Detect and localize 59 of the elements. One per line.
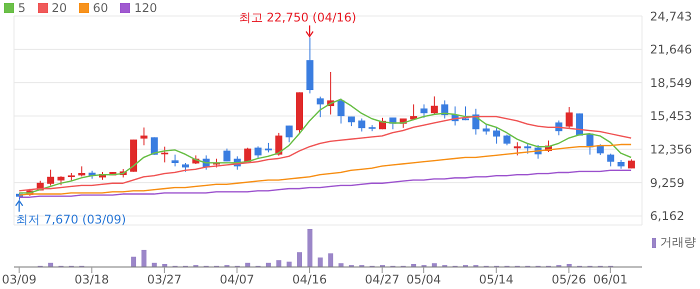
bar (276, 260, 282, 267)
candlestick (482, 124, 490, 136)
candlestick (338, 98, 345, 124)
candlestick (493, 127, 500, 144)
candlestick (524, 143, 532, 154)
x-tick-label: 04/16 (292, 272, 327, 287)
x-tick-label: 04/27 (364, 272, 400, 287)
candlestick (503, 134, 510, 146)
candlestick (607, 153, 614, 167)
y-tick-label: 24,743 (650, 9, 692, 24)
y-tick-label: 12,356 (650, 142, 692, 157)
y-tick-label: 21,646 (650, 42, 692, 57)
y-tick-label: 9,259 (650, 176, 684, 190)
candlestick (286, 125, 293, 143)
bar (131, 256, 136, 267)
candlestick (254, 146, 262, 160)
bar (432, 263, 437, 267)
legend-label: 120 (134, 1, 158, 15)
candlestick (161, 146, 168, 163)
candlestick (316, 96, 324, 118)
annotation: 최고 22,750 (04/16) (238, 10, 356, 24)
bar (318, 258, 323, 267)
bar (328, 253, 334, 267)
candlestick (264, 142, 272, 153)
candlestick (358, 118, 366, 132)
legend-label: 거래량 (660, 234, 696, 251)
candlestick (140, 127, 148, 146)
bar (338, 263, 344, 267)
y-tick-label: 15,453 (650, 109, 692, 124)
x-tick-label: 05/14 (478, 272, 514, 287)
candlestick (348, 116, 355, 127)
candlestick (78, 166, 86, 177)
candlestick (566, 106, 573, 129)
y-tick-label: 6,162 (650, 209, 684, 224)
candlestick (430, 96, 438, 115)
candlestick (628, 158, 635, 169)
legend-label: 60 (92, 1, 108, 15)
candlestick (244, 147, 252, 162)
candlestick (514, 142, 521, 156)
x-tick-label: 05/04 (406, 272, 441, 287)
bar (286, 262, 292, 267)
candlestick (47, 169, 54, 186)
x-tick-label: 03/27 (147, 272, 182, 287)
x-tick-label: 03/18 (74, 272, 110, 287)
bar (141, 250, 146, 267)
candlestick (223, 148, 230, 162)
legend-label: 20 (52, 1, 67, 15)
annotation: 최저 7,670 (03/09) (16, 212, 126, 227)
x-tick-label: 04/07 (220, 272, 254, 287)
y-tick-label: 18,549 (650, 76, 692, 90)
legend-label: 5 (18, 1, 26, 15)
x-tick-label: 06/01 (593, 272, 628, 287)
candlestick (172, 154, 179, 167)
x-tick-label: 05/26 (552, 272, 586, 287)
x-tick-label: 03/09 (2, 272, 36, 287)
candlestick (420, 104, 428, 118)
bar (307, 229, 312, 267)
bar (297, 252, 302, 267)
candlestick (275, 132, 282, 156)
